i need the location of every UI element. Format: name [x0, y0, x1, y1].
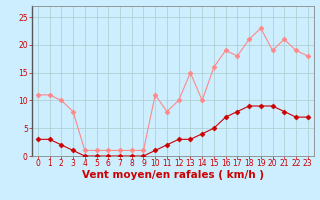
X-axis label: Vent moyen/en rafales ( km/h ): Vent moyen/en rafales ( km/h )	[82, 170, 264, 180]
